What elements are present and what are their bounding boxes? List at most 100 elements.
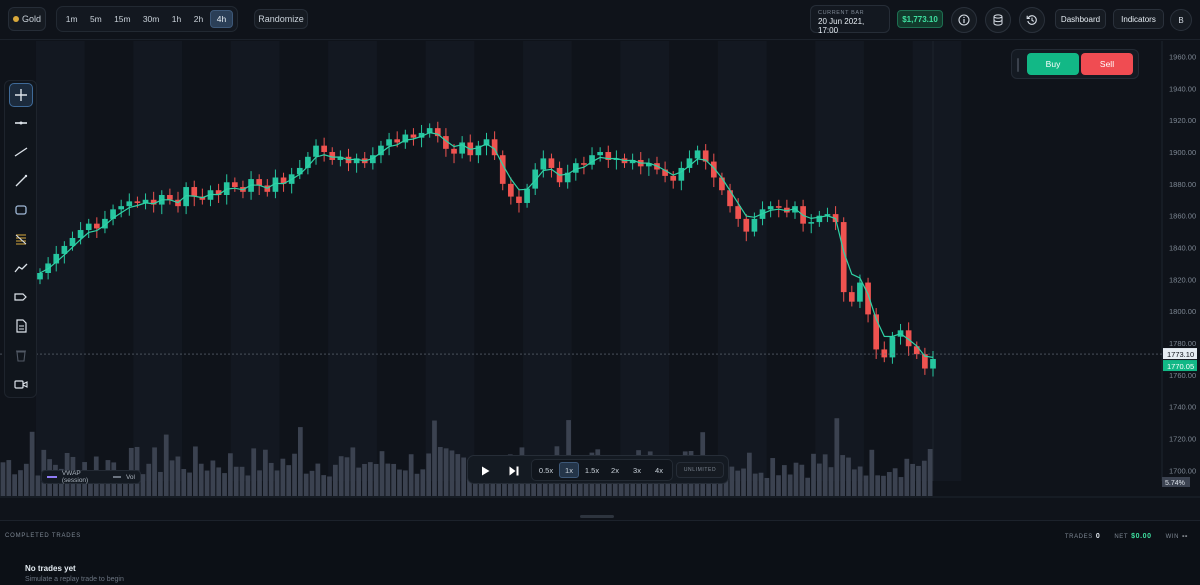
timeframe-15m[interactable]: 15m [114,14,131,24]
video-icon[interactable] [9,372,33,396]
candle-body [719,177,725,191]
panel-resize-handle[interactable] [580,515,614,518]
volume-bar [228,453,233,496]
price-chart[interactable]: 1960.00 1940.00 1920.00 1900.00 1880.00 1860.… [0,41,1200,499]
unlimited-toggle[interactable]: UNLIMITED [676,462,724,478]
candle-body [77,230,84,238]
volume-bar [840,455,846,496]
current-bar-value: 20 Jun 2021, 17:00 [818,17,865,35]
timeframe-5m[interactable]: 5m [89,14,102,24]
horizontal-line-icon[interactable] [9,111,33,135]
y-tick-label: 1700.00 [1169,466,1196,475]
candle-body [491,139,498,156]
rectangle-icon[interactable] [9,198,33,222]
trash-icon[interactable] [9,343,33,367]
chart-legend: VWAP (session) Vol [41,470,141,484]
volume-bar [245,475,251,496]
volume-bar [391,463,397,496]
session-stripe [815,41,864,481]
panel-title: COMPLETED TRADES [5,533,82,539]
crosshair-icon[interactable] [9,83,33,107]
candle-body [735,206,742,219]
timeframe-1h[interactable]: 1h [171,14,182,24]
candle-body [865,282,871,315]
candle-body [564,172,571,183]
path-icon[interactable] [9,256,33,280]
volume-bar [723,475,729,496]
indicators-button[interactable]: Indicators [1113,9,1164,29]
volume-bar [373,463,379,496]
volume-bar [198,463,204,496]
speed-4x[interactable]: 4x [655,465,663,475]
session-stripe [35,41,85,481]
volume-bar [292,453,297,496]
volume-bar [303,473,309,496]
win-value: -- [1182,533,1188,540]
avatar[interactable]: B [1170,9,1192,31]
history-icon[interactable] [1019,7,1045,33]
timeframe-4h[interactable]: 4h [210,10,234,28]
speed-3x[interactable]: 3x [633,465,641,475]
fibonacci-icon[interactable] [9,227,33,251]
volume-bar [251,448,257,496]
volume-bar [787,474,793,496]
trade-stats: TRADES 0 NET $0.00 WIN -- [1065,533,1188,540]
volume-bar [350,447,356,496]
candle-body [710,161,717,178]
timeframe-30m[interactable]: 30m [142,14,160,24]
candle-body [118,206,125,210]
volume-bar [123,476,128,496]
volume-bar [257,470,262,496]
volume-bar [822,454,828,496]
trades-stat: TRADES 0 [1065,533,1100,540]
volume-bar [863,475,869,496]
volume-bar [706,476,711,496]
candle-body [256,179,263,186]
dashboard-button[interactable]: Dashboard [1055,9,1106,29]
candle-body [37,273,43,280]
volume-pct-label: 5.74% [1165,480,1185,487]
drag-handle[interactable] [1017,58,1019,72]
note-icon[interactable] [9,314,33,338]
database-icon[interactable] [985,7,1011,33]
volume-bar [321,475,327,496]
volume-bar [76,475,82,496]
speed-2x[interactable]: 2x [611,465,619,475]
top-bar: Gold 1m 5m 15m 30m 1h 2h 4h Randomize CURRENT … [0,0,1200,40]
randomize-button[interactable]: Randomize [254,9,308,29]
session-stripe [523,41,572,481]
step-forward-icon[interactable] [506,463,522,479]
candle-body [613,158,620,160]
volume-bar [805,477,811,496]
timeframe-2h[interactable]: 2h [193,14,204,24]
volume-bar [816,463,822,496]
drawing-toolbar [4,80,37,398]
label-icon[interactable] [9,285,33,309]
candle-body [475,145,482,156]
instrument-selector[interactable]: Gold [8,7,46,31]
timeframe-1m[interactable]: 1m [65,14,78,24]
candle-body [410,134,417,138]
trades-label: TRADES [1064,534,1093,540]
trend-line-icon[interactable] [9,140,33,164]
candle-body [670,175,677,181]
volume-bar [461,457,466,496]
buy-button[interactable]: Buy [1027,53,1079,75]
volume-bar [263,449,268,496]
ray-icon[interactable] [9,169,33,193]
candle-body [296,167,303,175]
volume-bar [29,431,35,496]
candle-body [889,336,896,358]
speed-1.5x[interactable]: 1.5x [584,465,600,475]
speed-1x[interactable]: 1x [559,462,579,478]
speed-0.5x[interactable]: 0.5x [538,465,554,475]
volume-bar [607,477,612,496]
play-icon[interactable] [477,463,493,479]
current-price-badge: $1,773.10 [897,10,943,28]
y-tick-label: 1760.00 [1169,371,1196,380]
volume-bar [420,469,426,496]
candle-body [329,152,336,160]
sell-button[interactable]: Sell [1081,53,1133,75]
info-icon[interactable] [951,7,977,33]
candle-body [272,177,279,192]
